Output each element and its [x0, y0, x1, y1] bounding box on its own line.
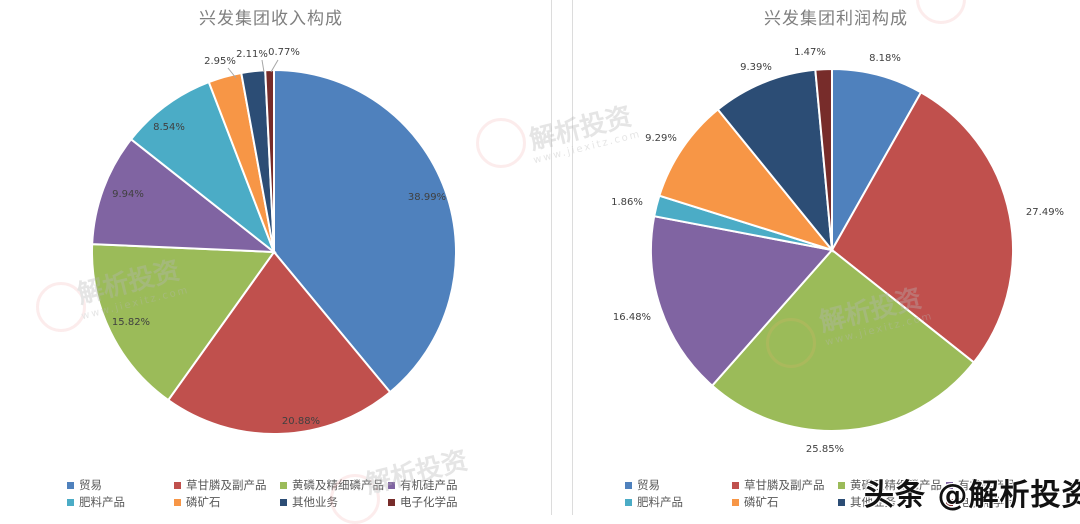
legend-swatch-icon	[625, 481, 632, 489]
pie-slice-5	[658, 108, 835, 252]
legend-label: 磷矿石	[186, 495, 221, 509]
legend-label: 电子化学品	[958, 495, 1016, 509]
legend-label: 黄磷及精细磷产品	[292, 478, 384, 492]
pie-slice-3	[650, 215, 834, 388]
data-label: 8.18%	[869, 53, 901, 64]
legend-label: 电子化学品	[400, 495, 458, 509]
legend-label: 有机硅产品	[400, 478, 458, 492]
panel-divider-right	[572, 0, 573, 515]
legend-label: 贸易	[79, 478, 102, 492]
pie-slice-2	[91, 243, 276, 402]
pie-slice-3	[91, 137, 278, 254]
legend-label: 肥料产品	[637, 495, 683, 509]
profit-pie-chart: 8.18% 27.49% 25.85% 16.48% 1.86% 9.29% 9.39% 1.…	[611, 47, 1064, 455]
revenue-pie-chart-panel: 兴发集团收入构成 38.99% 20.88% 15.82% 9.94% 8.54% 2.9…	[67, 9, 458, 510]
legend-label: 黄磷及精细磷产品	[850, 478, 942, 492]
legend-label: 有机硅产品	[958, 478, 1016, 492]
legend-item[interactable]: 电子化学品	[946, 494, 1016, 510]
legend-label: 草甘膦及副产品	[744, 478, 825, 492]
legend-item[interactable]: 电子化学品	[388, 494, 458, 510]
pie-slice-7	[264, 68, 275, 253]
data-label: 9.29%	[645, 133, 677, 144]
data-label: 2.11%	[236, 49, 268, 60]
revenue-chart-title: 兴发集团收入构成	[199, 9, 343, 29]
legend-swatch-icon	[388, 481, 395, 489]
data-label: 2.95%	[204, 56, 236, 67]
legend-item[interactable]: 有机硅产品	[388, 477, 458, 493]
legend-swatch-icon	[67, 481, 74, 489]
legend-swatch-icon	[838, 481, 845, 489]
leader-line	[227, 67, 237, 79]
data-label: 38.99%	[408, 192, 446, 203]
legend-swatch-icon	[280, 481, 287, 489]
pie-slice-0	[273, 68, 457, 394]
pie-slice-1	[830, 91, 1014, 364]
legend-swatch-icon	[732, 498, 739, 506]
legend-item[interactable]: 黄磷及精细磷产品	[280, 477, 384, 493]
data-label: 0.77%	[268, 47, 300, 58]
legend-item[interactable]: 肥料产品	[67, 494, 125, 510]
pie-slice-0	[831, 67, 923, 254]
panel-divider-left	[551, 0, 552, 515]
legend-label: 其他业务	[292, 495, 338, 509]
legend-label: 草甘膦及副产品	[186, 478, 267, 492]
legend-label: 其他业务	[850, 495, 896, 509]
data-label: 9.94%	[112, 189, 144, 200]
legend-label: 磷矿石	[744, 495, 779, 509]
data-label: 16.48%	[613, 312, 651, 323]
pie-slice-1	[166, 250, 392, 435]
toutiao-watermark: 头条 @解析投资	[864, 478, 1080, 513]
pie-slice-2	[710, 248, 976, 433]
legend-item[interactable]: 黄磷及精细磷产品	[838, 477, 942, 493]
legend-swatch-icon	[946, 498, 953, 506]
legend-swatch-icon	[174, 481, 181, 489]
pie-slice-7	[814, 67, 833, 251]
legend-swatch-icon	[67, 498, 74, 506]
data-label: 27.49%	[1026, 207, 1064, 218]
legend-swatch-icon	[280, 498, 287, 506]
legend-item[interactable]: 贸易	[67, 477, 102, 493]
legend-swatch-icon	[946, 481, 953, 489]
revenue-pie-chart: 38.99% 20.88% 15.82% 9.94% 8.54% 2.95%2.11% 0.…	[91, 47, 457, 435]
legend-swatch-icon	[838, 498, 845, 506]
data-label: 1.86%	[611, 197, 643, 208]
data-label: 25.85%	[806, 444, 844, 455]
legend-item[interactable]: 草甘膦及副产品	[174, 477, 267, 493]
legend-item[interactable]: 贸易	[625, 477, 660, 493]
legend-item[interactable]: 肥料产品	[625, 494, 683, 510]
legend-item[interactable]: 磷矿石	[732, 494, 779, 510]
legend-swatch-icon	[174, 498, 181, 506]
data-label: 1.47%	[794, 47, 826, 58]
profit-pie-chart-panel: 兴发集团利润构成 8.18% 27.49% 25.85% 16.48% 1.86% 9.2…	[573, 0, 1080, 515]
legend-item[interactable]: 其他业务	[280, 494, 338, 510]
legend-swatch-icon	[388, 498, 395, 506]
legend-label: 肥料产品	[79, 495, 125, 509]
pie-slice-4	[129, 80, 277, 256]
profit-chart-title: 兴发集团利润构成	[764, 9, 908, 29]
legend-item[interactable]: 有机硅产品	[946, 477, 1016, 493]
legend-item[interactable]: 其他业务	[838, 494, 896, 510]
legend-label: 贸易	[637, 478, 660, 492]
leader-line	[261, 59, 265, 73]
leader-line	[270, 59, 279, 73]
data-label: 8.54%	[153, 122, 185, 133]
data-label: 15.82%	[112, 317, 150, 328]
legend-swatch-icon	[732, 481, 739, 489]
pie-slice-6	[716, 68, 834, 254]
legend-swatch-icon	[625, 498, 632, 506]
data-label: 9.39%	[740, 62, 772, 73]
data-label: 20.88%	[282, 416, 320, 427]
legend-item[interactable]: 草甘膦及副产品	[732, 477, 825, 493]
legend-item[interactable]: 磷矿石	[174, 494, 221, 510]
